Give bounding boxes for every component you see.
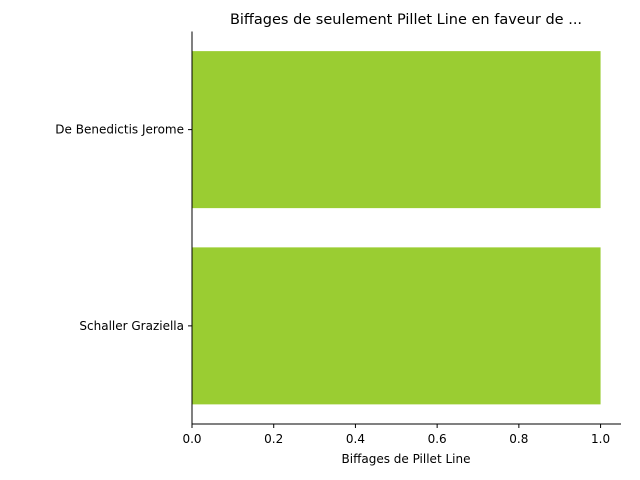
x-tick-label: 0.0 xyxy=(182,432,201,446)
bars-group xyxy=(192,51,601,405)
x-axis-ticks: 0.0 0.2 0.4 0.6 0.8 1.0 xyxy=(182,424,610,446)
y-axis-ticks: De Benedictis Jerome Schaller Graziella xyxy=(55,123,192,333)
y-tick-label: Schaller Graziella xyxy=(79,319,184,333)
x-tick-label: 0.4 xyxy=(346,432,365,446)
bar xyxy=(192,51,601,209)
x-axis-label: Biffages de Pillet Line xyxy=(342,452,471,466)
x-tick-label: 0.6 xyxy=(428,432,447,446)
chart-title: Biffages de seulement Pillet Line en fav… xyxy=(230,12,582,28)
bar xyxy=(192,247,601,405)
x-tick-label: 0.2 xyxy=(264,432,283,446)
x-tick-label: 0.8 xyxy=(509,432,528,446)
x-tick-label: 1.0 xyxy=(591,432,610,446)
y-tick-label: De Benedictis Jerome xyxy=(55,123,184,137)
